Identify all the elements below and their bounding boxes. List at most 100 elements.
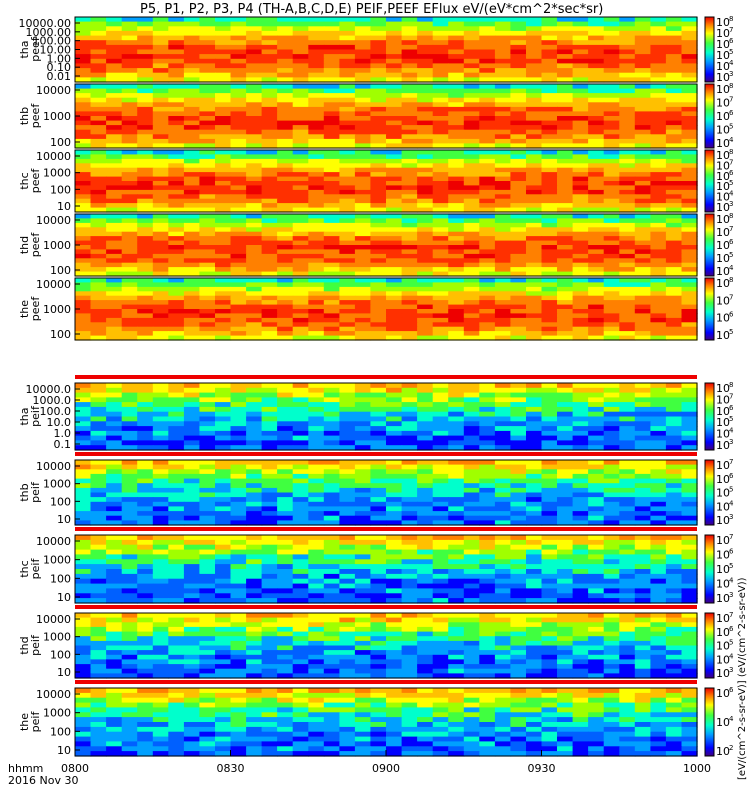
heat-cell <box>137 588 154 594</box>
heat-cell <box>572 138 589 145</box>
heat-cell <box>401 435 418 441</box>
heat-cell <box>619 163 636 169</box>
heat-cell <box>183 478 201 484</box>
heat-cell <box>463 203 480 209</box>
heat-cell <box>106 387 123 394</box>
heat-cell <box>603 326 620 332</box>
panel-label: peef <box>29 103 42 129</box>
heat-cell <box>494 397 512 403</box>
heat-cell <box>588 309 605 314</box>
panel-label: the <box>18 300 31 318</box>
heat-cell <box>137 636 154 642</box>
heat-cell <box>603 487 620 494</box>
heat-cell <box>230 421 247 427</box>
heat-cell <box>448 430 465 437</box>
heat-cell <box>448 564 465 570</box>
colorbar-tick-label: 10 <box>716 180 730 193</box>
heat-cell <box>619 291 636 297</box>
heat-cell <box>261 331 278 337</box>
heat-cell <box>448 492 465 498</box>
heat-cell <box>681 167 698 173</box>
heat-cell <box>650 473 667 480</box>
heat-cell <box>634 138 651 145</box>
heat-cell <box>277 598 294 604</box>
heat-cell <box>681 194 698 200</box>
heat-cell <box>339 501 356 507</box>
heat-cell <box>246 473 263 480</box>
heat-cell <box>323 295 340 301</box>
heat-cell <box>557 613 574 619</box>
heat-cell <box>417 622 434 628</box>
heat-cell <box>323 583 340 590</box>
heat-cell <box>199 588 216 594</box>
heat-cell <box>650 506 667 512</box>
heat-cell <box>650 158 667 164</box>
heat-cell <box>277 167 294 173</box>
heat-cell <box>230 411 247 418</box>
heat-cell <box>463 63 480 69</box>
heat-cell <box>619 573 636 580</box>
heat-cell <box>432 262 449 268</box>
heat-cell <box>168 583 185 590</box>
heat-cell <box>432 569 449 575</box>
heat-cell <box>463 539 480 546</box>
heat-cell <box>90 125 107 131</box>
heat-cell <box>634 497 651 503</box>
heat-cell <box>463 68 480 74</box>
heat-cell <box>339 240 356 246</box>
heat-cell <box>152 172 169 178</box>
heat-cell <box>432 578 449 585</box>
heat-cell <box>215 97 232 103</box>
heat-cell <box>681 129 698 135</box>
heat-cell <box>261 167 278 173</box>
heat-cell <box>417 214 434 219</box>
heat-cell <box>588 54 605 60</box>
heat-cell <box>603 435 620 441</box>
heat-cell <box>417 240 434 246</box>
heat-cell <box>106 322 123 328</box>
heat-cell <box>75 40 92 46</box>
heat-cell <box>588 267 605 273</box>
heat-cell <box>199 258 216 264</box>
heat-cell <box>572 445 589 451</box>
heat-cell <box>292 573 309 580</box>
heat-cell <box>308 44 325 51</box>
heat-cell <box>277 549 294 556</box>
heat-cell <box>292 116 309 122</box>
heat-cell <box>665 626 683 633</box>
heat-cell <box>572 383 589 389</box>
heat-cell <box>557 392 574 398</box>
heat-cell <box>75 617 92 623</box>
heat-cell <box>168 227 185 233</box>
heat-cell <box>510 291 527 297</box>
heat-cell <box>137 249 154 255</box>
heat-cell <box>541 300 558 306</box>
heat-cell <box>463 49 480 55</box>
heat-cell <box>215 478 232 484</box>
heat-cell <box>603 304 620 310</box>
heat-cell <box>246 245 263 250</box>
heat-cell <box>526 111 543 117</box>
heat-cell <box>215 129 232 135</box>
heat-cell <box>308 172 325 178</box>
heat-cell <box>494 150 512 155</box>
heat-cell <box>494 282 512 288</box>
heat-cell <box>323 185 340 191</box>
heat-cell <box>90 626 107 633</box>
heat-cell <box>277 569 294 575</box>
heat-cell <box>401 430 418 437</box>
heat-cell <box>246 430 263 437</box>
heat-cell <box>448 262 465 268</box>
heat-cell <box>494 435 512 441</box>
heat-cell <box>681 236 698 242</box>
heat-cell <box>572 535 589 541</box>
heat-cell <box>386 295 403 301</box>
heat-cell <box>494 520 512 526</box>
heat-cell <box>417 72 434 78</box>
heat-cell <box>75 416 92 422</box>
heat-cell <box>432 440 449 446</box>
heat-cell <box>75 97 92 103</box>
heat-cell <box>386 214 403 219</box>
heat-cell <box>665 613 683 619</box>
heat-cell <box>448 497 465 503</box>
